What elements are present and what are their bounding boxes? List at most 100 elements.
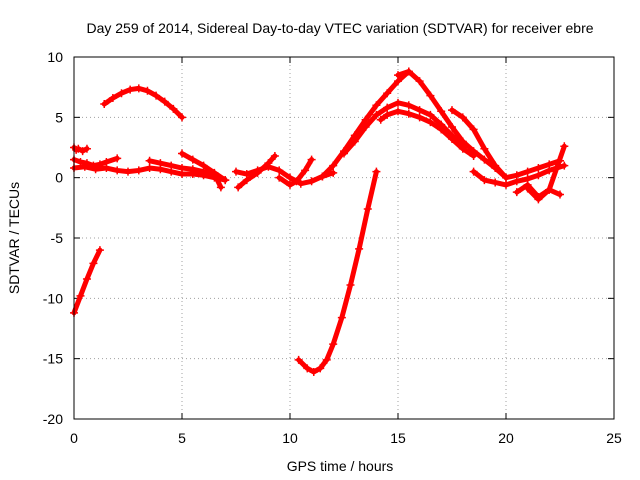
data-point (89, 161, 98, 170)
data-point (437, 125, 446, 134)
data-point (491, 161, 500, 170)
data-point (512, 188, 521, 197)
data-point (178, 149, 186, 158)
data-point (113, 154, 122, 163)
data-series (70, 67, 569, 376)
data-point (74, 144, 83, 153)
y-tick-label: -15 (43, 351, 63, 367)
data-point (372, 101, 381, 110)
data-point (361, 115, 370, 124)
series-trace (525, 143, 567, 202)
data-point (355, 244, 364, 253)
data-point (178, 164, 186, 173)
x-tick-label: 5 (178, 430, 186, 446)
data-point (234, 183, 243, 192)
data-point (404, 67, 413, 76)
data-point (415, 113, 424, 122)
data-point (167, 161, 176, 170)
data-point (76, 291, 85, 300)
series-arc-19 (523, 142, 569, 204)
data-point (361, 122, 370, 131)
data-point (383, 89, 392, 98)
data-point (329, 161, 338, 170)
data-point (448, 135, 456, 144)
data-point (329, 340, 338, 349)
data-point (502, 173, 510, 182)
y-tick-label: 5 (55, 109, 63, 125)
data-point (216, 183, 225, 192)
data-point (458, 113, 467, 122)
data-point (534, 171, 543, 180)
data-point (534, 195, 543, 204)
data-point (415, 106, 424, 115)
series-trace (233, 164, 336, 187)
data-point (426, 91, 435, 100)
data-point (372, 167, 381, 176)
data-point (394, 71, 402, 80)
data-point (303, 364, 312, 373)
data-point (329, 168, 338, 177)
x-tick-label: 10 (282, 430, 298, 446)
data-point (95, 160, 104, 169)
series-arc-17 (469, 161, 569, 189)
data-point (556, 190, 564, 199)
data-point (469, 147, 478, 156)
series-arc-9 (234, 151, 279, 192)
x-tick-label: 0 (70, 430, 78, 446)
data-point (210, 168, 219, 177)
data-point (458, 144, 467, 153)
x-tick-label: 15 (390, 430, 406, 446)
data-point (346, 281, 355, 290)
data-point (178, 113, 186, 122)
data-point (124, 167, 132, 176)
data-point (76, 157, 85, 166)
series-arc-16 (448, 106, 564, 182)
data-point (292, 177, 301, 186)
data-point (95, 246, 104, 255)
data-point (307, 177, 316, 186)
data-point (82, 159, 91, 168)
data-point (318, 172, 327, 181)
data-point (560, 142, 569, 151)
y-tick-label: -20 (43, 411, 63, 427)
series-arc-2 (100, 84, 186, 122)
data-point (82, 275, 91, 284)
data-point (560, 161, 569, 170)
data-point (363, 205, 372, 214)
series-arc-1 (70, 246, 104, 317)
data-point (188, 155, 197, 164)
data-point (491, 178, 500, 187)
data-point (340, 149, 348, 158)
data-point (404, 101, 413, 110)
data-point (448, 106, 456, 115)
data-point (376, 115, 385, 124)
y-tick-label: -5 (51, 230, 64, 246)
series-arc-11 (294, 167, 381, 376)
data-point (458, 137, 467, 146)
data-point (100, 100, 109, 109)
data-point (394, 98, 402, 107)
data-point (480, 155, 489, 164)
data-point (469, 167, 478, 176)
data-point (169, 104, 178, 113)
plot-frame (73, 56, 615, 420)
data-point (307, 155, 316, 164)
series-trace (101, 85, 185, 120)
data-point (78, 147, 87, 156)
data-point (350, 137, 359, 146)
x-axis-label: GPS time / hours (287, 458, 394, 474)
data-point (134, 166, 143, 175)
series-arc-10 (275, 155, 316, 189)
data-point (242, 176, 251, 185)
data-point (372, 110, 381, 119)
data-point (545, 166, 554, 175)
data-point (523, 167, 532, 176)
data-point (383, 110, 392, 119)
x-tick-label: 20 (498, 430, 514, 446)
series-arc-3 (70, 143, 91, 156)
data-point (145, 156, 154, 165)
series-arc-12 (318, 67, 413, 181)
data-point (437, 107, 446, 116)
data-point (316, 364, 325, 373)
